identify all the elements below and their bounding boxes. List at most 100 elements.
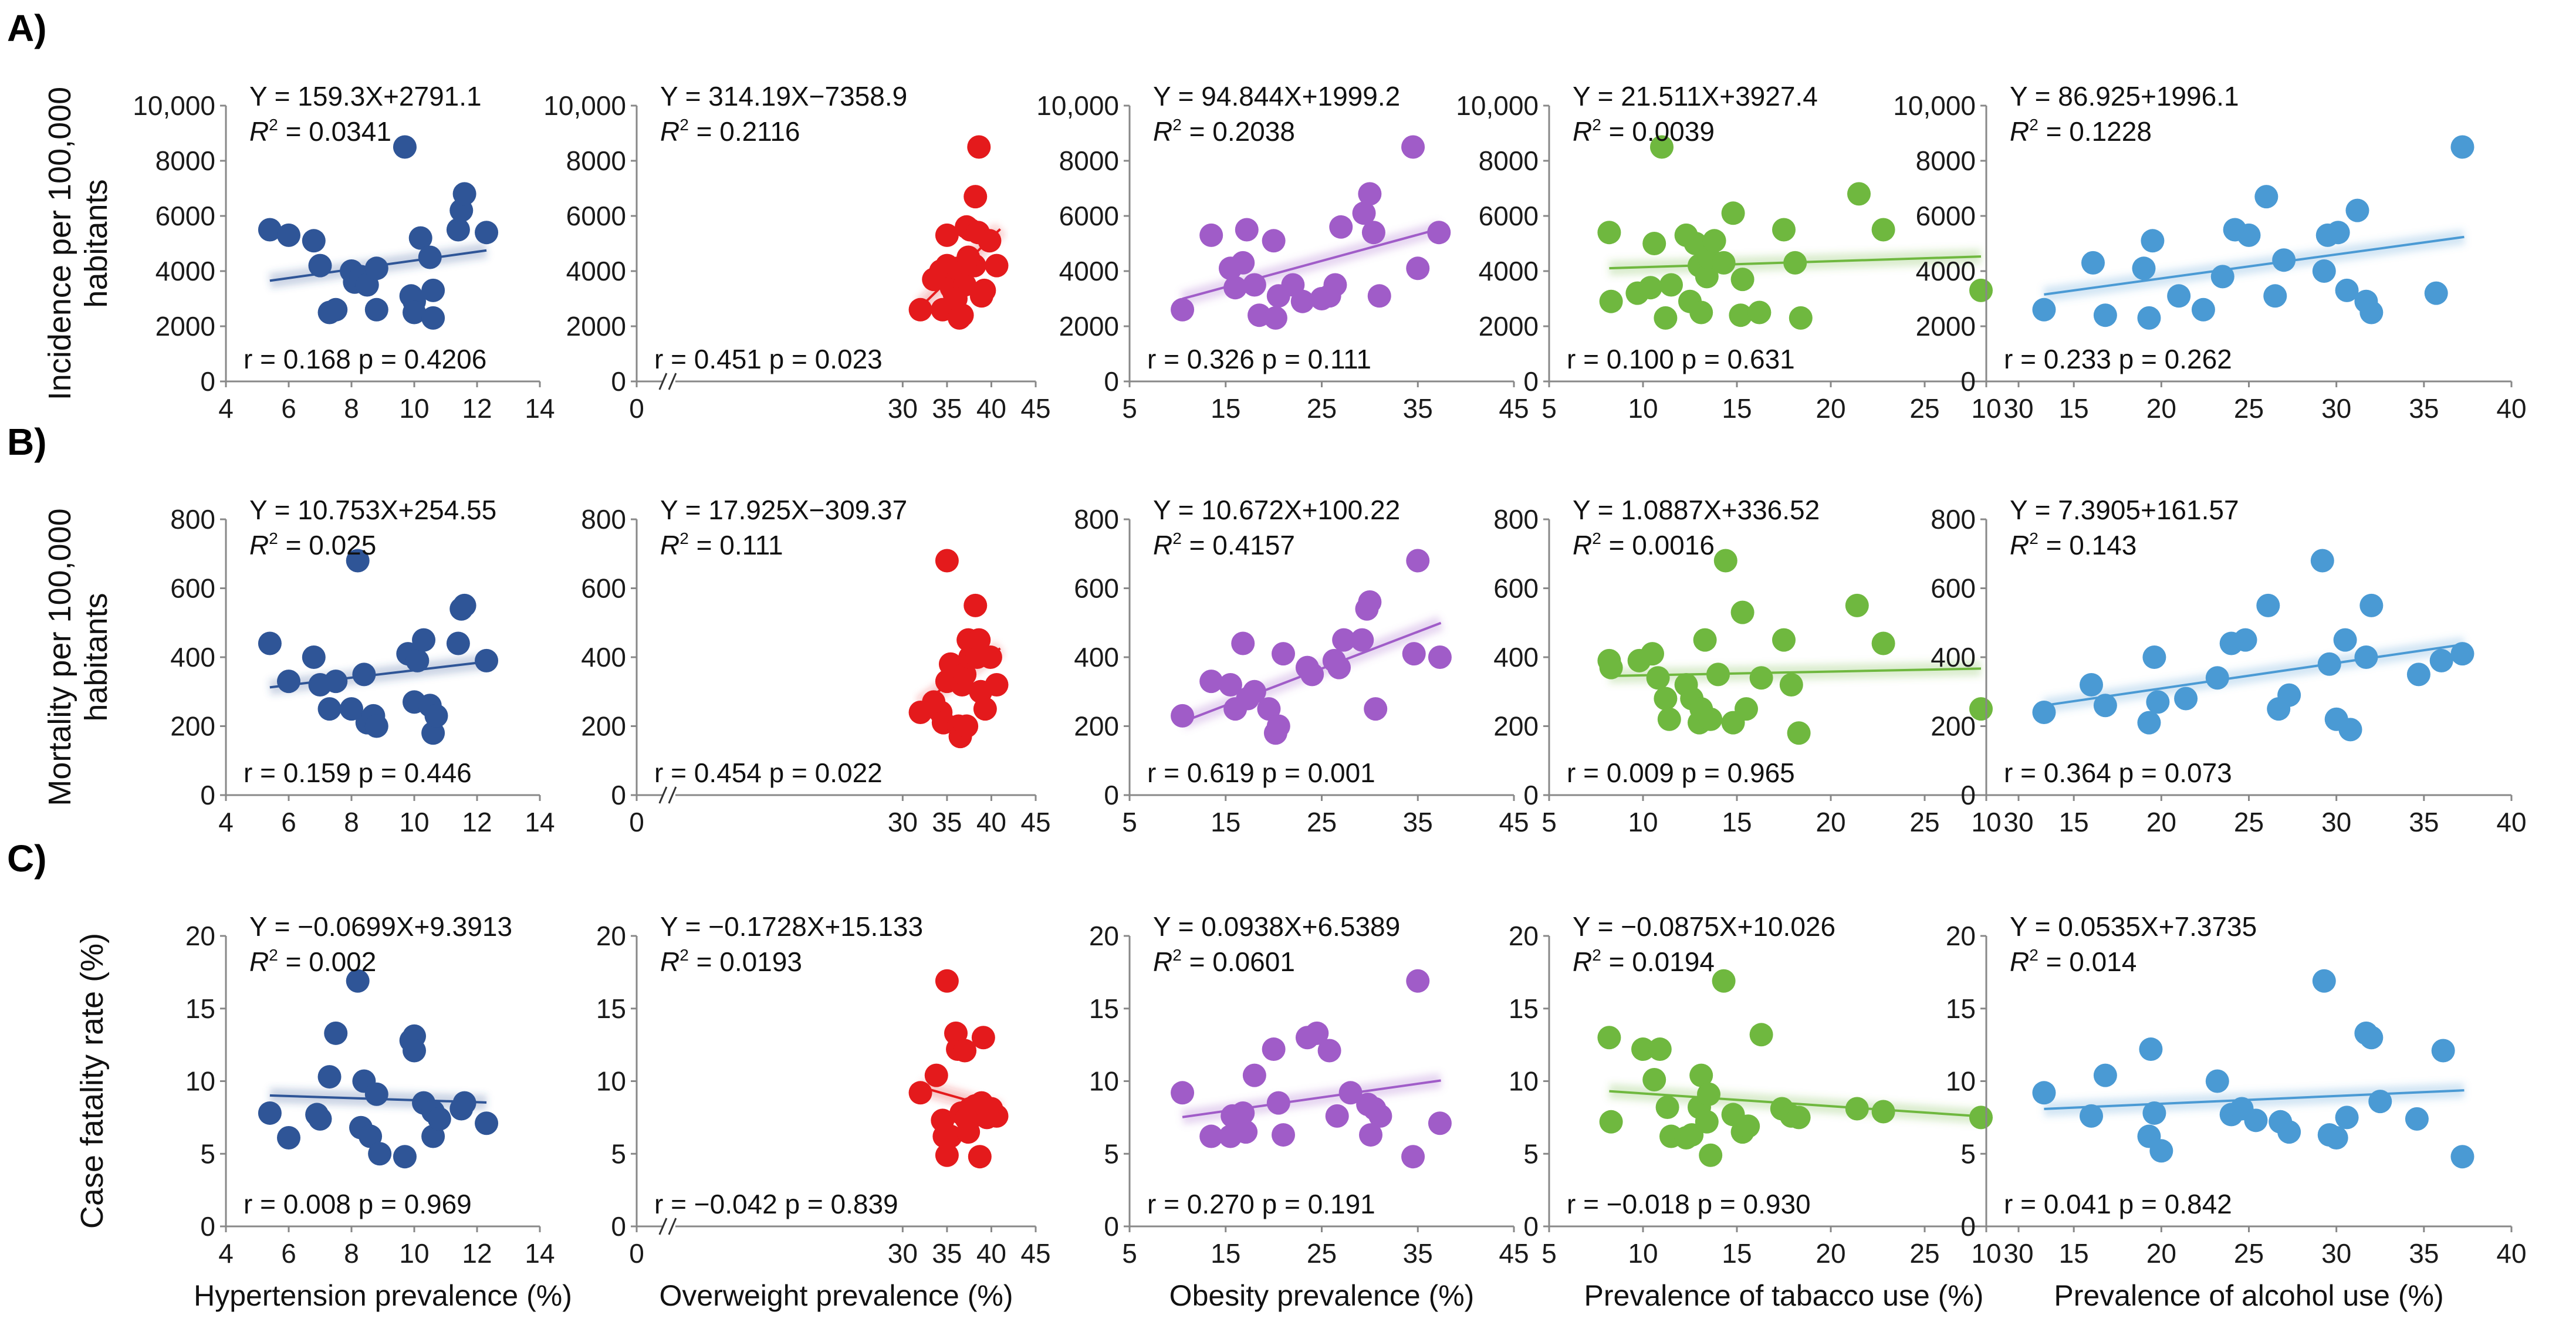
data-point [2359,300,2384,324]
row-y-label: habitants [79,593,114,721]
data-point [2312,969,2336,993]
y-tick-label: 4000 [1479,256,1539,286]
r-squared-value: R2 = 0.0016 [1573,529,1715,560]
x-tick-label: 12 [462,1238,492,1269]
x-tick-label: 45 [1020,807,1050,837]
data-point [2324,1126,2348,1150]
y-tick-label: 0 [1523,780,1539,810]
x-tick-label: 45 [1499,393,1529,424]
x-tick-label: 40 [976,807,1006,837]
data-point [1242,679,1266,704]
x-tick-label: 45 [1499,807,1529,837]
data-point [1361,221,1385,245]
data-point [1364,697,1388,721]
axis-break-gap [662,1218,675,1235]
regression-line [269,660,487,689]
x-tick-label: 5 [1122,807,1137,837]
y-tick-label: 200 [581,711,626,742]
regression-line [1182,1079,1441,1118]
data-point [412,628,436,652]
data-point [1689,300,1713,324]
y-tick-label: 400 [581,642,626,672]
y-tick-label: 10 [1509,1066,1539,1097]
x-tick-label: 35 [2409,807,2439,837]
correlation-stats: r = 0.454 p = 0.022 [654,758,883,788]
data-point [1638,276,1662,300]
data-point [935,1143,959,1167]
data-point [308,253,332,278]
row-y-label: habitants [79,179,114,307]
data-point [1199,670,1223,694]
data-point [1650,135,1674,159]
data-point [346,549,370,573]
x-tick-label: 35 [2409,1238,2439,1269]
data-point [364,297,388,322]
x-tick-label: 6 [281,1238,296,1269]
data-point [324,1021,348,1045]
regression-equation: Y = 0.0535X+7.3735 [2010,911,2257,942]
data-point [1300,662,1324,687]
x-tick-label: 25 [1307,807,1337,837]
axis-break-mark [668,786,677,804]
data-point [1199,1124,1223,1148]
regression-equation: Y = −0.1728X+15.133 [660,911,923,942]
y-tick-label: 0 [1523,1211,1539,1242]
data-point [1266,714,1290,738]
x-tick-label: 0 [629,1238,644,1269]
data-point [1712,969,1736,993]
y-tick-label: 20 [1946,921,1976,951]
r-squared-value: R2 = 0.111 [660,529,783,560]
data-point [2368,1090,2392,1114]
data-point [2080,673,2103,697]
y-tick-label: 4000 [155,256,215,286]
data-point [1257,697,1281,721]
chart-panel-1-3: 0 200 400 600 800 5 10 15 20 25 30 Y = 1.0887X+336.… [1493,495,2033,837]
y-tick-label: 0 [1960,780,1976,810]
x-tick-label: 10 [1628,1238,1658,1269]
x-tick-label: 15 [2059,807,2089,837]
data-point [1272,642,1295,666]
x-tick-label: 20 [1816,1238,1845,1269]
data-point [1171,297,1195,322]
data-point [968,1145,992,1169]
data-point [953,1039,977,1063]
data-point [277,223,300,247]
data-point [446,631,470,655]
y-tick-label: 600 [1493,573,1539,604]
correlation-stats: r = 0.159 p = 0.446 [244,758,472,788]
data-point [427,1107,451,1131]
x-tick-label: 25 [2234,807,2264,837]
data-point [1358,590,1382,614]
data-point [2335,278,2359,302]
data-point [1325,1104,1349,1128]
y-tick-label: 5 [1960,1138,1976,1169]
data-point [2277,683,2301,707]
correlation-stats: r = 0.009 p = 0.965 [1567,758,1795,788]
data-point [2406,662,2430,687]
data-point [944,287,968,310]
x-axis-title: Hypertension prevalence (%) [194,1279,572,1312]
chart-panel-1-2: 0 200 400 600 800 5 15 25 35 45 Y = 10.672X+100.22… [1074,495,1529,837]
data-point [1789,306,1813,330]
data-point [1368,1104,1392,1128]
y-tick-label: 5 [1523,1138,1539,1169]
data-point [393,1145,417,1169]
y-tick-label: 10 [596,1066,626,1097]
data-point [1338,1081,1363,1105]
y-tick-label: 4000 [1916,256,1976,286]
x-tick-label: 8 [344,1238,359,1269]
data-point [2335,1106,2359,1130]
y-tick-label: 800 [170,504,215,535]
r-squared-value: R2 = 0.4157 [1153,529,1295,560]
x-tick-label: 10 [399,393,429,424]
data-point [1402,642,1426,666]
data-point [2146,690,2170,714]
data-point [277,1126,300,1150]
y-tick-label: 20 [596,921,626,951]
x-tick-label: 30 [888,807,918,837]
x-tick-label: 30 [888,393,918,424]
data-point [2429,648,2453,672]
data-point [2142,645,2166,669]
data-point [2431,1039,2455,1063]
